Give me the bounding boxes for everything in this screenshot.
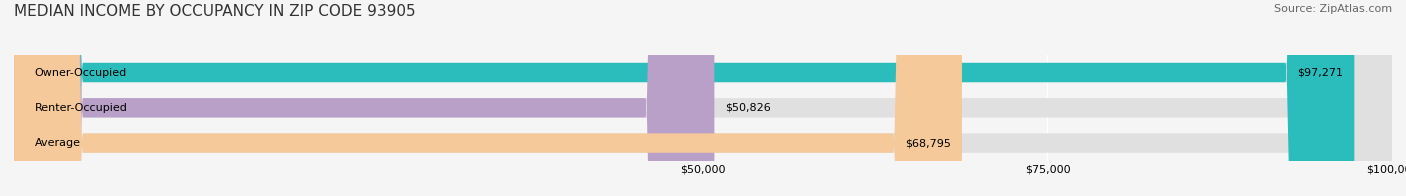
Text: Owner-Occupied: Owner-Occupied (35, 67, 127, 78)
Text: MEDIAN INCOME BY OCCUPANCY IN ZIP CODE 93905: MEDIAN INCOME BY OCCUPANCY IN ZIP CODE 9… (14, 4, 416, 19)
Text: Source: ZipAtlas.com: Source: ZipAtlas.com (1274, 4, 1392, 14)
Text: Renter-Occupied: Renter-Occupied (35, 103, 128, 113)
FancyBboxPatch shape (14, 0, 962, 196)
Text: $68,795: $68,795 (905, 138, 950, 148)
Text: $97,271: $97,271 (1298, 67, 1343, 78)
FancyBboxPatch shape (14, 0, 1392, 196)
FancyBboxPatch shape (14, 0, 714, 196)
Text: $50,826: $50,826 (725, 103, 770, 113)
FancyBboxPatch shape (14, 0, 1354, 196)
Text: Average: Average (35, 138, 80, 148)
FancyBboxPatch shape (14, 0, 1392, 196)
FancyBboxPatch shape (14, 0, 1392, 196)
